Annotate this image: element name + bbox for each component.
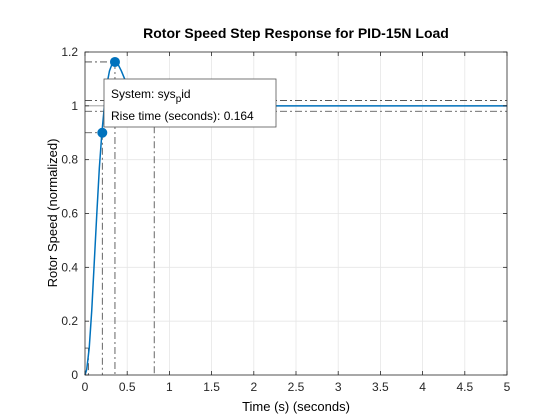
x-tick-label: 1.5 — [203, 380, 220, 394]
x-tick-label: 4 — [419, 380, 426, 394]
y-tick-label: 1.2 — [61, 45, 78, 59]
datatip-rise-time: Rise time (seconds): 0.164 — [111, 109, 254, 123]
y-tick-label: 0.6 — [61, 207, 78, 221]
marker-layer — [97, 56, 120, 138]
y-axis-label: Rotor Speed (normalized) — [45, 139, 60, 288]
datatip-system: System: syspid — [111, 87, 191, 105]
y-tick-label: 0.2 — [61, 314, 78, 328]
x-tick-label: 2.5 — [288, 380, 305, 394]
x-tick-label: 3.5 — [372, 380, 389, 394]
y-tick-label: 1 — [71, 99, 78, 113]
peak-point[interactable] — [109, 56, 120, 67]
y-axis-ticks: 0 0.2 0.4 0.6 0.8 1 1.2 — [61, 45, 507, 382]
datatip[interactable]: System: syspid Rise time (seconds): 0.16… — [103, 78, 277, 128]
rise-time-point[interactable] — [97, 127, 108, 138]
chart-title: Rotor Speed Step Response for PID-15N Lo… — [143, 25, 449, 41]
y-tick-label: 0.8 — [61, 153, 78, 167]
y-tick-label: 0.4 — [61, 260, 78, 274]
x-tick-label: 0 — [82, 380, 89, 394]
x-tick-label: 0.5 — [119, 380, 136, 394]
x-tick-label: 1 — [166, 380, 173, 394]
x-axis-label: Time (s) (seconds) — [242, 399, 350, 414]
x-axis-ticks: 0 0.5 1 1.5 2 2.5 3 3.5 4 4.5 5 — [82, 52, 511, 394]
x-tick-label: 2 — [250, 380, 257, 394]
x-tick-label: 4.5 — [456, 380, 473, 394]
datatip-box — [103, 78, 277, 128]
y-tick-label: 0 — [71, 368, 78, 382]
x-tick-label: 3 — [335, 380, 342, 394]
x-tick-label: 5 — [504, 380, 511, 394]
